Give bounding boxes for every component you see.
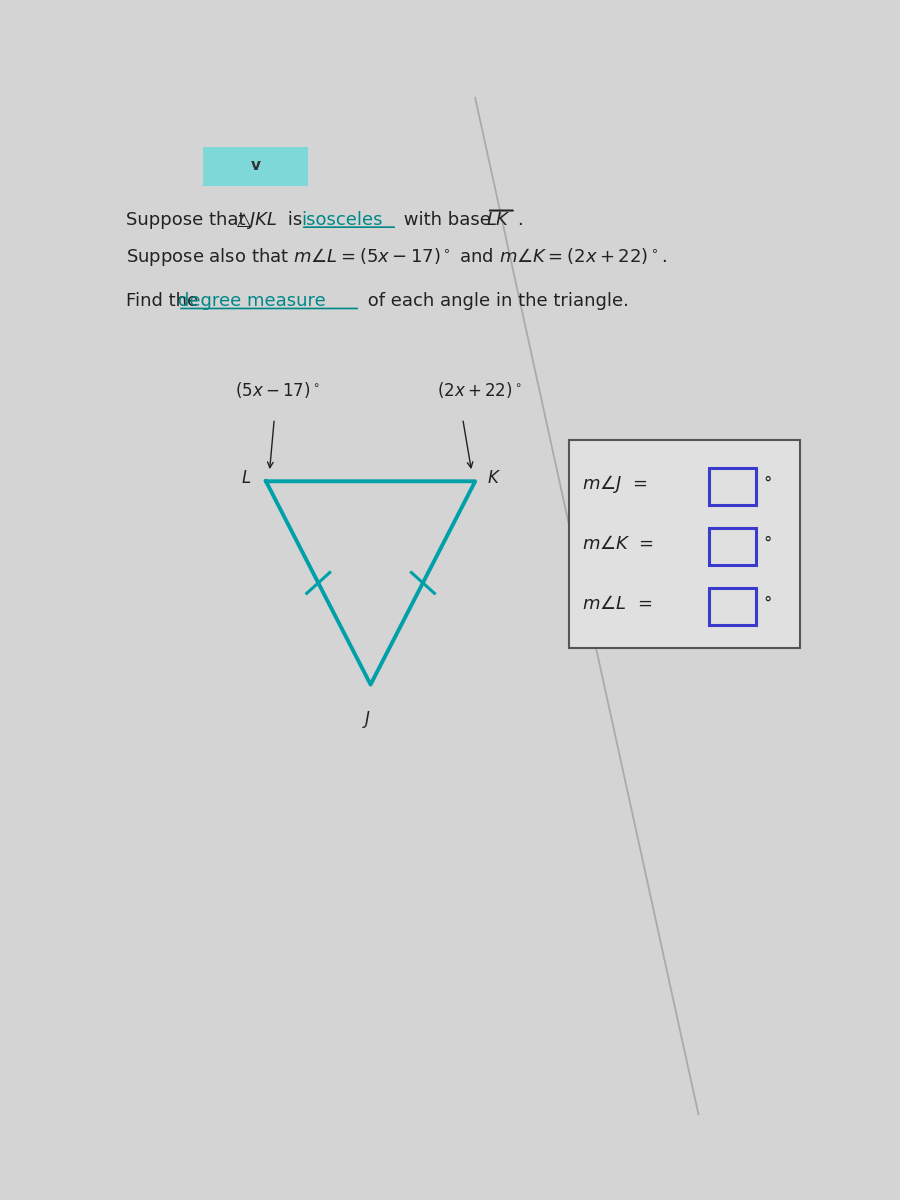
- Text: .: .: [517, 211, 523, 229]
- Text: J: J: [364, 710, 370, 728]
- Text: °: °: [763, 475, 771, 493]
- Text: of each angle in the triangle.: of each angle in the triangle.: [362, 292, 628, 310]
- FancyBboxPatch shape: [570, 439, 799, 648]
- Text: $m\angle L$  =: $m\angle L$ =: [582, 595, 652, 613]
- FancyBboxPatch shape: [203, 146, 308, 186]
- Text: $m\angle J$  =: $m\angle J$ =: [582, 473, 647, 496]
- Text: v: v: [250, 157, 260, 173]
- Text: Suppose that: Suppose that: [126, 211, 252, 229]
- Text: K: K: [488, 469, 499, 487]
- Text: isosceles: isosceles: [301, 211, 382, 229]
- Text: is: is: [282, 211, 308, 229]
- Text: Find the: Find the: [126, 292, 204, 310]
- Text: $(5x - 17)^\circ$: $(5x - 17)^\circ$: [235, 380, 320, 400]
- Text: °: °: [763, 535, 771, 553]
- Text: △JKL: △JKL: [237, 211, 277, 229]
- Text: °: °: [763, 595, 771, 613]
- FancyBboxPatch shape: [709, 588, 756, 625]
- Text: with base: with base: [399, 211, 497, 229]
- FancyBboxPatch shape: [709, 468, 756, 505]
- Text: Suppose also that $m\angle L=(5x-17)^\circ$ and $m\angle K=(2x+22)^\circ$.: Suppose also that $m\angle L=(5x-17)^\ci…: [126, 246, 668, 268]
- FancyBboxPatch shape: [709, 528, 756, 565]
- Text: $m\angle K$  =: $m\angle K$ =: [582, 535, 654, 553]
- Text: L: L: [241, 469, 250, 487]
- Text: LK: LK: [486, 211, 508, 229]
- Text: degree measure: degree measure: [178, 292, 326, 310]
- Text: $(2x + 22)^\circ$: $(2x + 22)^\circ$: [436, 380, 522, 400]
